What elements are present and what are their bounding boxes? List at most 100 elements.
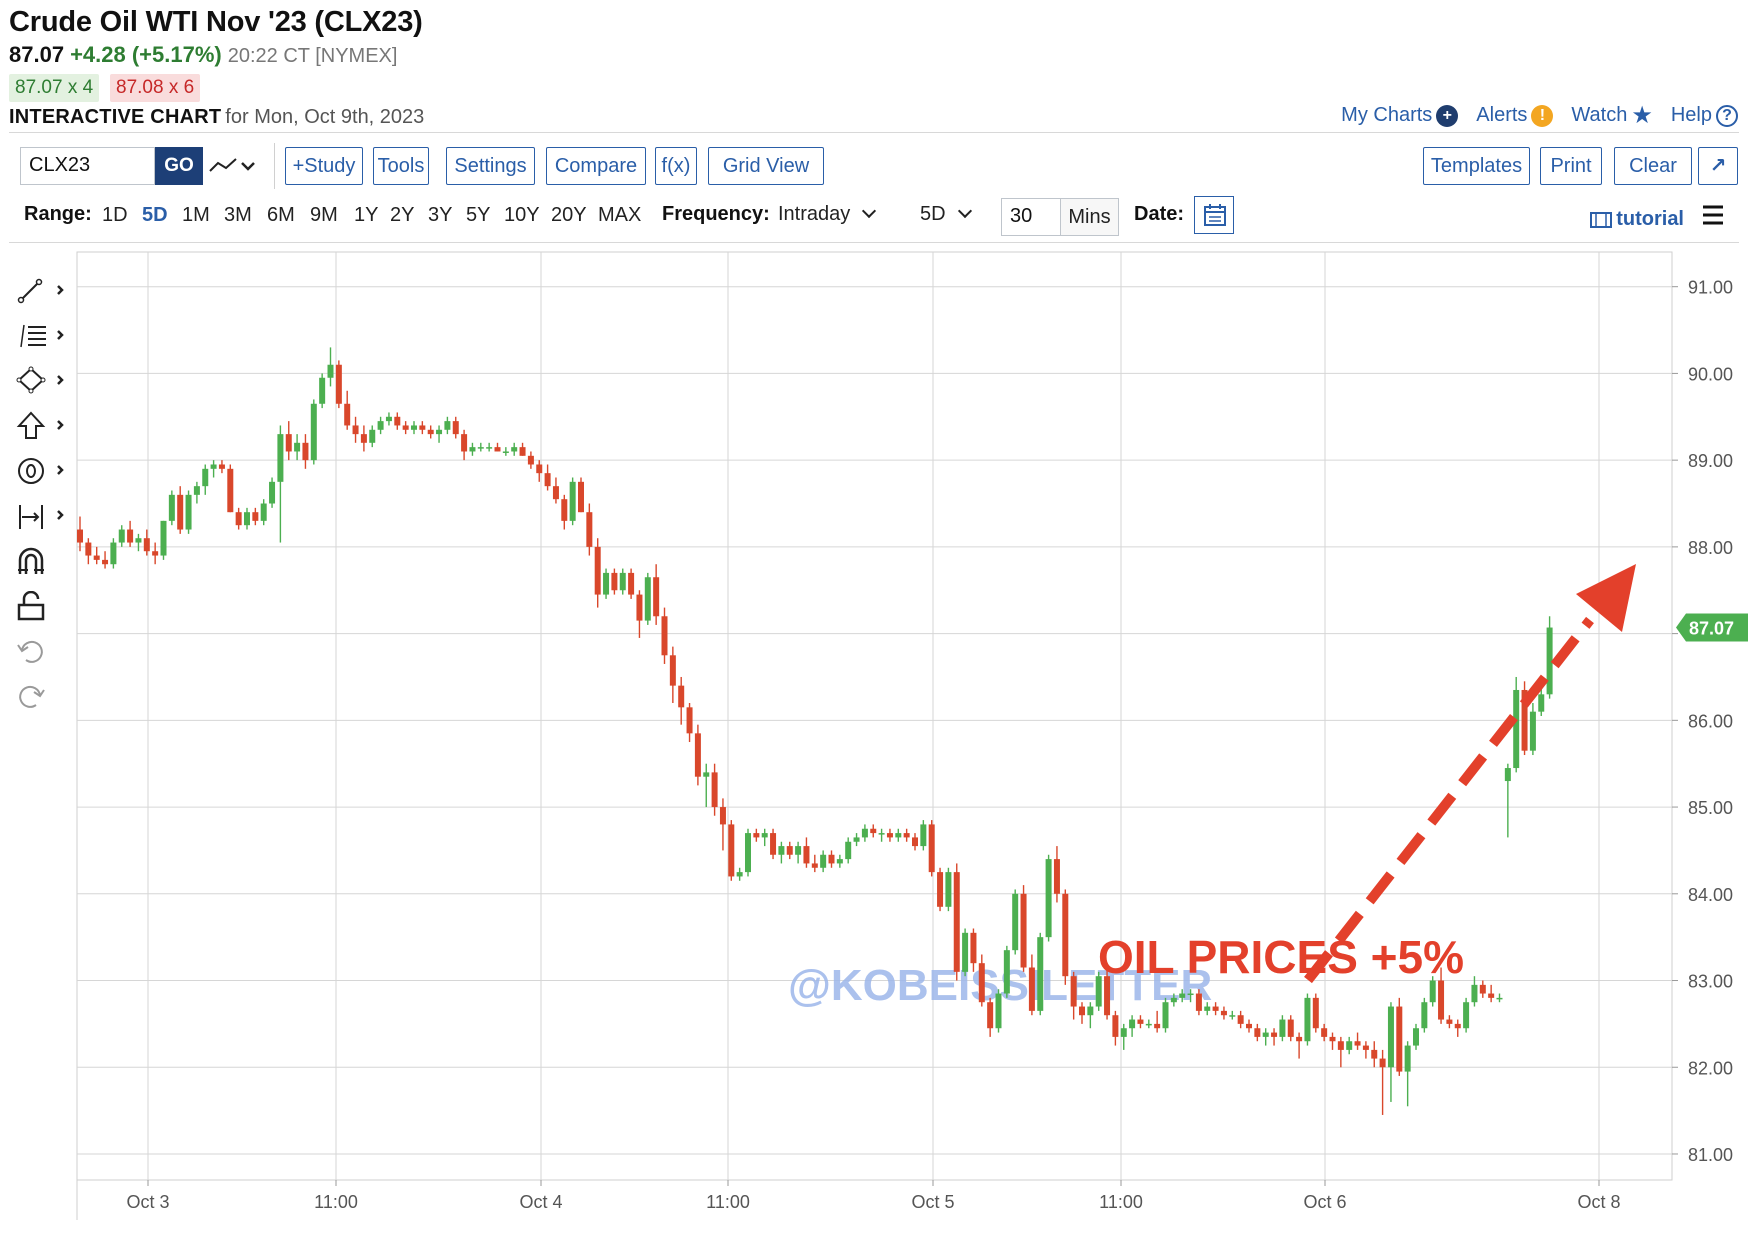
range-3m[interactable]: 3M (224, 204, 252, 226)
candle-body (419, 425, 426, 430)
templates-button[interactable]: Templates (1423, 147, 1530, 185)
magnet-tool[interactable] (16, 546, 76, 591)
range-5y[interactable]: 5Y (466, 204, 491, 226)
fib-tool[interactable] (16, 321, 76, 366)
watch-label: Watch (1571, 104, 1628, 126)
chart-type-dropdown[interactable] (208, 149, 260, 183)
candle-body (1246, 1023, 1252, 1029)
arrow-tool[interactable] (16, 411, 76, 456)
range-20y[interactable]: 20Y (551, 204, 587, 226)
candle-body (1404, 1045, 1411, 1072)
candle-body (1212, 1006, 1219, 1011)
candle-body (394, 416, 401, 426)
candle-body (452, 421, 459, 435)
frequency-value: Intraday (778, 203, 851, 225)
candle-body (260, 503, 267, 521)
candle-body (1254, 1028, 1261, 1037)
my-charts-label: My Charts (1341, 104, 1433, 126)
candle-body (152, 551, 159, 556)
study-button[interactable]: +Study (285, 147, 363, 185)
redo-tool[interactable] (16, 681, 76, 726)
candle-body (1488, 993, 1495, 998)
range-10y[interactable]: 10Y (504, 204, 540, 226)
watch-link[interactable]: Watch ★ (1571, 103, 1652, 127)
dashed-arrow-line (1304, 616, 1594, 984)
interval-input[interactable]: 30 (1001, 198, 1061, 236)
calendar-button[interactable] (1194, 196, 1234, 234)
candle-body (536, 464, 543, 474)
range-max[interactable]: MAX (598, 204, 642, 226)
range-3y[interactable]: 3Y (428, 204, 453, 226)
period-value: 5D (920, 203, 946, 225)
print-button[interactable]: Print (1540, 147, 1602, 185)
shape-tool[interactable] (16, 366, 76, 411)
candle-body (1237, 1015, 1244, 1024)
drawing-toolbar (16, 276, 76, 726)
candle-body (603, 572, 610, 595)
range-5d[interactable]: 5D (142, 204, 168, 226)
candle-body (110, 542, 117, 565)
x-tick-label: Oct 6 (1303, 1192, 1346, 1212)
candle-body (895, 833, 902, 838)
tutorial-link[interactable]: tutorial (1590, 208, 1684, 231)
range-9m[interactable]: 9M (310, 204, 338, 226)
candle-body (1137, 1019, 1144, 1024)
go-button[interactable]: GO (155, 147, 203, 185)
candle-body (327, 364, 334, 378)
candle-body (1028, 967, 1035, 1011)
expand-button[interactable]: ↗ (1698, 147, 1738, 185)
candle-body (1479, 984, 1486, 994)
hamburger-menu-icon[interactable] (1702, 204, 1724, 226)
period-dropdown[interactable]: 5D (920, 203, 972, 226)
help-link[interactable]: Help ? (1671, 104, 1738, 127)
compare-button[interactable]: Compare (546, 147, 646, 185)
candle-body (218, 464, 225, 469)
candle-body (578, 481, 584, 513)
bid-badge: 87.07 x 4 (9, 74, 100, 102)
candle-body (861, 828, 868, 838)
candle-body (1471, 984, 1478, 1003)
grid-view-button[interactable]: Grid View (708, 147, 824, 185)
interactive-chart-heading: INTERACTIVE CHART for Mon, Oct 9th, 2023 (9, 106, 424, 129)
top-links: My Charts + Alerts ! Watch ★ Help ? (1341, 103, 1738, 127)
lock-tool[interactable] (16, 591, 76, 636)
x-tick-label: 11:00 (1099, 1192, 1143, 1212)
symbol-input[interactable]: CLX23 (20, 147, 155, 185)
candle-body (1145, 1023, 1152, 1026)
quote-time: 20:22 CT [NYMEX] (227, 45, 398, 67)
alerts-link[interactable]: Alerts ! (1476, 104, 1554, 127)
range-6m[interactable]: 6M (267, 204, 295, 226)
range-1m[interactable]: 1M (182, 204, 210, 226)
candle-body (853, 837, 860, 842)
settings-button[interactable]: Settings (446, 147, 535, 185)
candle-body (1045, 859, 1052, 938)
candle-body (1012, 893, 1019, 951)
candle-body (360, 434, 367, 443)
undo-tool[interactable] (16, 636, 76, 681)
candle-body (552, 486, 559, 500)
range-1y[interactable]: 1Y (354, 204, 379, 226)
line-tool[interactable] (16, 276, 76, 321)
candle-body (1095, 976, 1102, 1007)
function-button[interactable]: f(x) (655, 147, 697, 185)
candle-body (1546, 627, 1553, 695)
toolbar-divider (9, 242, 1739, 243)
frequency-dropdown[interactable]: Intraday (778, 203, 877, 226)
text-tool[interactable] (16, 456, 76, 501)
price-chart[interactable]: 91.0090.0089.0088.0087.0086.0085.0084.00… (0, 240, 1748, 1230)
range-2y[interactable]: 2Y (390, 204, 415, 226)
measure-tool[interactable] (16, 501, 76, 546)
candle-body (778, 846, 785, 855)
candle-body (352, 425, 359, 435)
candle-body (285, 434, 292, 452)
my-charts-link[interactable]: My Charts + (1341, 104, 1459, 127)
clear-button[interactable]: Clear (1614, 147, 1692, 185)
y-tick-label: 84.00 (1688, 885, 1733, 905)
tools-button[interactable]: Tools (373, 147, 429, 185)
range-1d[interactable]: 1D (102, 204, 128, 226)
candle-body (436, 429, 443, 435)
candle-body (770, 833, 777, 855)
alerts-label: Alerts (1476, 104, 1528, 126)
y-tick-label: 85.00 (1688, 798, 1733, 818)
candle-body (527, 455, 534, 465)
